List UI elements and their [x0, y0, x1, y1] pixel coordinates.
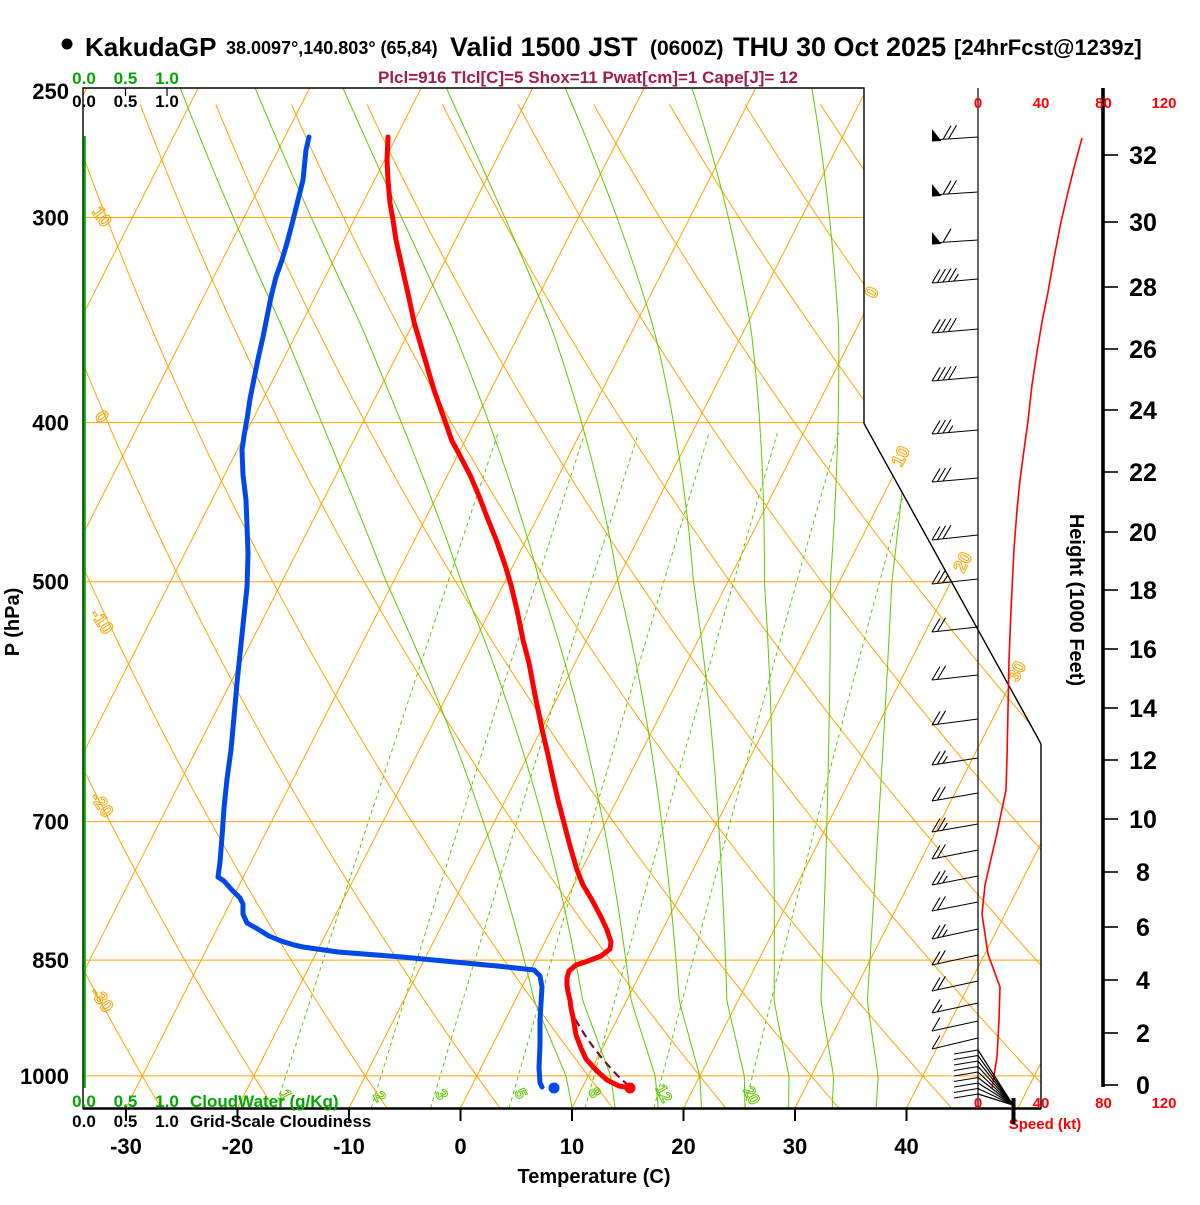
- svg-text:KakudaGP: KakudaGP: [85, 32, 217, 62]
- svg-text:700: 700: [32, 810, 69, 835]
- svg-text:400: 400: [32, 411, 69, 436]
- svg-text:40: 40: [1033, 1095, 1050, 1112]
- svg-text:120: 120: [1151, 95, 1176, 112]
- svg-text:[24hrFcst@1239z]: [24hrFcst@1239z]: [954, 35, 1142, 60]
- svg-text:Speed (kt): Speed (kt): [1009, 1116, 1082, 1133]
- svg-text:38.0097°,140.803° (65,84): 38.0097°,140.803° (65,84): [226, 38, 438, 58]
- svg-text:120: 120: [1151, 1095, 1176, 1112]
- svg-text:26: 26: [1129, 336, 1157, 364]
- svg-text:Height (1000 Feet): Height (1000 Feet): [1065, 514, 1087, 686]
- svg-text:1.0: 1.0: [155, 69, 179, 88]
- svg-text:1.0: 1.0: [155, 92, 179, 111]
- svg-text:(0600Z): (0600Z): [650, 37, 724, 60]
- svg-text:300: 300: [32, 206, 69, 231]
- svg-text:28: 28: [1129, 274, 1157, 302]
- svg-text:Plcl=916 Tlcl[C]=5 Shox=11 Pwa: Plcl=916 Tlcl[C]=5 Shox=11 Pwat[cm]=1 Ca…: [378, 68, 798, 87]
- svg-text:-20: -20: [222, 1134, 254, 1159]
- svg-text:16: 16: [1129, 636, 1157, 664]
- svg-text:40: 40: [1033, 95, 1050, 112]
- svg-text:22: 22: [1129, 459, 1157, 487]
- svg-text:0: 0: [974, 95, 982, 112]
- svg-text:30: 30: [1129, 209, 1157, 237]
- svg-text:18: 18: [1129, 577, 1157, 605]
- svg-text:850: 850: [32, 948, 69, 973]
- svg-text:CloudWater (g/Kg): CloudWater (g/Kg): [190, 1092, 339, 1111]
- svg-text:1000: 1000: [20, 1064, 69, 1089]
- svg-text:-30: -30: [110, 1134, 142, 1159]
- svg-text:12: 12: [1129, 747, 1157, 775]
- svg-text:80: 80: [1095, 95, 1112, 112]
- svg-text:-10: -10: [333, 1134, 365, 1159]
- svg-text:8: 8: [1136, 859, 1150, 887]
- svg-text:0.5: 0.5: [114, 69, 138, 88]
- svg-text:P (hPa): P (hPa): [2, 588, 24, 657]
- svg-text:0.0: 0.0: [72, 1092, 96, 1111]
- svg-text:1.0: 1.0: [155, 1112, 179, 1131]
- svg-text:0.0: 0.0: [72, 92, 96, 111]
- svg-text:0.5: 0.5: [114, 1092, 138, 1111]
- svg-text:0.0: 0.0: [72, 69, 96, 88]
- svg-text:80: 80: [1095, 1095, 1112, 1112]
- svg-text:THU 30 Oct 2025: THU 30 Oct 2025: [733, 32, 946, 62]
- svg-text:0: 0: [1136, 1072, 1150, 1100]
- svg-text:30: 30: [783, 1134, 807, 1159]
- svg-text:Valid 1500 JST: Valid 1500 JST: [450, 32, 638, 62]
- svg-text:32: 32: [1129, 142, 1157, 170]
- svg-text:0: 0: [454, 1134, 466, 1159]
- svg-text:6: 6: [1136, 914, 1150, 942]
- svg-text:10: 10: [1129, 806, 1157, 834]
- svg-text:24: 24: [1129, 397, 1157, 425]
- svg-text:40: 40: [894, 1134, 918, 1159]
- svg-text:500: 500: [32, 570, 69, 595]
- svg-text:14: 14: [1129, 695, 1157, 723]
- svg-text:20: 20: [1129, 519, 1157, 547]
- svg-text:0.5: 0.5: [114, 92, 138, 111]
- svg-text:250: 250: [32, 79, 69, 104]
- svg-text:1.0: 1.0: [155, 1092, 179, 1111]
- svg-text:0.5: 0.5: [114, 1112, 138, 1131]
- svg-text:2: 2: [1136, 1020, 1150, 1048]
- svg-text:10: 10: [560, 1134, 584, 1159]
- svg-text:20: 20: [671, 1134, 695, 1159]
- svg-text:0: 0: [974, 1095, 982, 1112]
- svg-text:4: 4: [1136, 967, 1150, 995]
- svg-text:0.0: 0.0: [72, 1112, 96, 1131]
- svg-text:Temperature (C): Temperature (C): [518, 1166, 671, 1188]
- svg-text:Grid-Scale Cloudiness: Grid-Scale Cloudiness: [190, 1112, 371, 1131]
